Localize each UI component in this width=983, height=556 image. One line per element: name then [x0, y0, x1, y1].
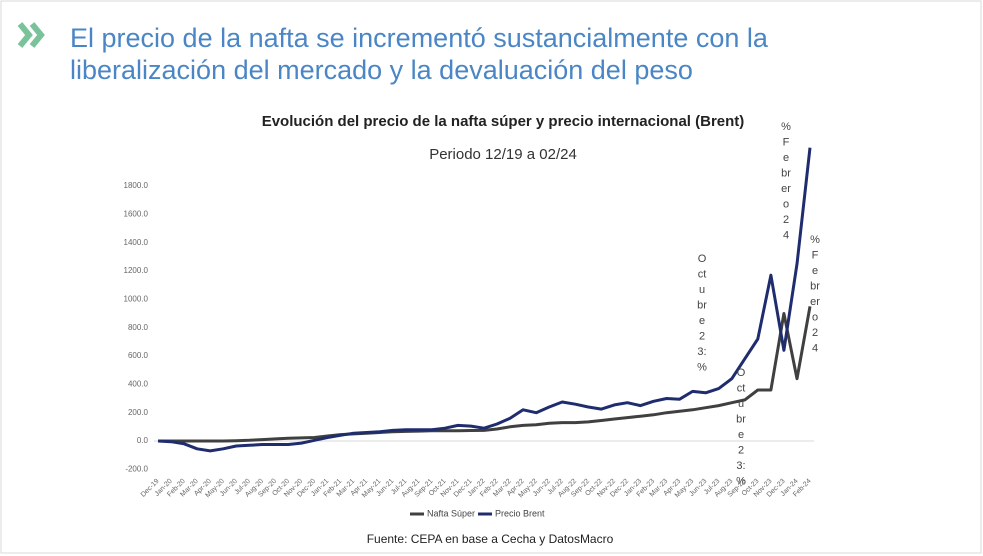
annotation: er — [810, 296, 820, 308]
headline: El precio de la nafta se incrementó sust… — [70, 23, 769, 53]
annotation: e — [699, 315, 705, 327]
chart-subtitle: Periodo 12/19 a 02/24 — [429, 146, 577, 163]
annotation: % — [781, 121, 791, 133]
y-tick-label: 1600.0 — [124, 209, 149, 218]
annotation: % — [736, 475, 746, 487]
annotation: u — [738, 398, 744, 410]
annotation: 2 — [699, 330, 705, 342]
chevron-icon — [17, 22, 45, 48]
annotation: ct — [698, 268, 707, 280]
annotation: 4 — [812, 342, 818, 354]
y-tick-label: 1800.0 — [124, 181, 149, 190]
annotation: e — [783, 152, 789, 164]
annotation: br — [736, 413, 746, 425]
annotation: 4 — [783, 229, 789, 241]
annotation: 3: — [697, 346, 706, 358]
y-tick-label: 1000.0 — [124, 294, 149, 303]
legend-label: Nafta Súper — [427, 508, 475, 518]
annotation: u — [699, 284, 705, 296]
y-tick-label: 1400.0 — [124, 238, 149, 247]
y-tick-label: 1200.0 — [124, 266, 149, 275]
y-tick-label: 800.0 — [128, 323, 149, 332]
y-tick-label: 400.0 — [128, 379, 149, 388]
annotation: F — [812, 249, 819, 261]
annotation: e — [738, 429, 744, 441]
legend-label: Precio Brent — [495, 508, 545, 518]
annotation: br — [810, 280, 820, 292]
headline: liberalización del mercado y la devaluac… — [70, 55, 693, 85]
annotation: o — [783, 198, 789, 210]
chart-title: Evolución del precio de la nafta súper y… — [262, 113, 745, 130]
annotation: % — [697, 361, 707, 373]
annotation: br — [697, 299, 707, 311]
annotation: 2 — [783, 214, 789, 226]
annotation: o — [812, 311, 818, 323]
annotation: 3: — [736, 460, 745, 472]
annotation: F — [783, 136, 790, 148]
y-tick-label: 600.0 — [128, 351, 149, 360]
line-series — [157, 147, 812, 453]
source: Fuente: CEPA en base a Cecha y DatosMacr… — [367, 532, 614, 546]
annotation: O — [698, 253, 707, 265]
annotation: O — [737, 367, 746, 379]
annotation: ct — [737, 382, 746, 394]
annotation: br — [781, 167, 791, 179]
line-series — [158, 306, 812, 443]
y-tick-label: 200.0 — [128, 408, 149, 417]
annotation: er — [781, 183, 791, 195]
annotation: % — [810, 234, 820, 246]
annotation: 2 — [738, 444, 744, 456]
annotation: 2 — [812, 327, 818, 339]
y-tick-label: 0.0 — [137, 436, 149, 445]
annotation: e — [812, 265, 818, 277]
y-tick-label: -200.0 — [125, 464, 148, 473]
